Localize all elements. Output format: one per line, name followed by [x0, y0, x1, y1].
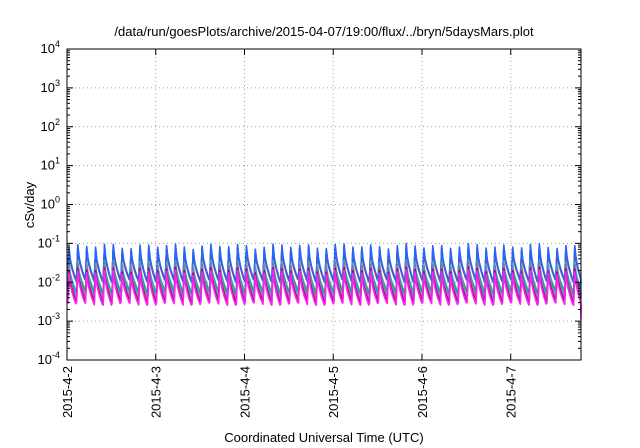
x-tick-label: 2015-4-7 — [504, 366, 519, 418]
tick-layer — [66, 48, 581, 361]
y-axis-label: cSv/day — [22, 181, 37, 228]
y-tick-label: 10-1 — [38, 233, 60, 250]
x-tick-label: 2015-4-2 — [60, 366, 75, 418]
x-axis-label: Coordinated Universal Time (UTC) — [224, 430, 423, 445]
x-tick-label: 2015-4-5 — [326, 366, 341, 418]
chart-title: /data/run/goesPlots/archive/2015-04-07/1… — [114, 24, 534, 39]
y-tick-label: 103 — [41, 78, 60, 95]
y-tick-label: 102 — [41, 117, 60, 134]
x-tick-label: 2015-4-3 — [149, 366, 164, 418]
y-tick-label: 100 — [41, 195, 60, 212]
y-axis-tick-labels: 10-4 10-3 10-2 10-1 100 101 102 103 104 — [38, 39, 60, 367]
y-tick-label: 104 — [41, 39, 60, 56]
series-line-3 — [66, 242, 582, 285]
series-layer — [66, 242, 582, 320]
x-tick-label: 2015-4-6 — [415, 366, 430, 418]
x-tick-label: 2015-4-4 — [237, 366, 252, 418]
x-axis-tick-labels: 2015-4-2 2015-4-3 2015-4-4 2015-4-5 2015-4-6… — [60, 366, 519, 418]
grid-layer — [67, 49, 581, 360]
series-line-8 — [66, 268, 582, 320]
y-tick-label: 101 — [41, 156, 60, 173]
y-tick-label: 10-4 — [38, 350, 60, 367]
y-tick-label: 10-3 — [38, 311, 60, 328]
y-tick-label: 10-2 — [38, 272, 60, 289]
